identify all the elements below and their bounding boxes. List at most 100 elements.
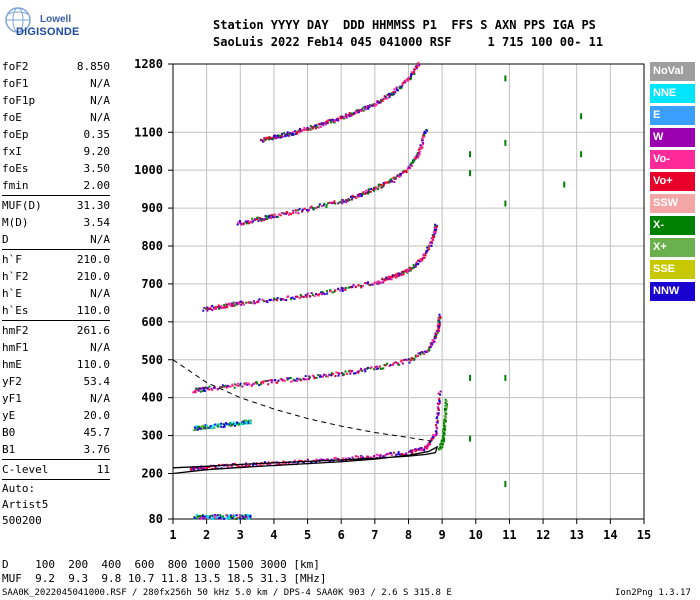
data-point [394,273,397,276]
data-point [307,377,310,380]
data-point [273,297,276,300]
data-point [379,454,382,457]
data-point [369,456,372,459]
data-point [344,289,347,292]
data-point [445,409,448,412]
data-point [227,302,230,305]
param-label: hmF2 [2,324,29,337]
data-point [246,220,249,223]
data-point [428,347,431,350]
data-point [193,426,196,429]
data-point [262,382,265,385]
param-value: 11 [96,463,110,476]
data-point [313,207,316,210]
data-point [442,434,445,437]
data-point [258,216,261,219]
data-point [442,436,445,439]
param-value: 53.4 [83,375,111,388]
data-point [205,426,208,429]
data-point [232,301,235,304]
data-point [314,206,317,209]
data-point [330,121,333,124]
data-point [405,169,408,172]
data-point [358,109,361,112]
data-point [281,135,284,138]
y-tick-label: 600 [141,315,163,329]
data-point [408,76,411,79]
data-point [206,307,209,310]
data-point [287,134,290,137]
data-point [303,207,306,210]
param-row: MUF(D) 31.30 [2,197,110,214]
data-point [207,426,210,429]
data-point [268,299,271,302]
data-point [326,458,329,461]
data-point [204,307,207,310]
data-point [374,188,377,191]
data-point [329,288,332,291]
param-value: N/A [90,111,110,124]
data-point [354,372,357,375]
param-label: foF1p [2,94,36,107]
data-point [366,281,369,284]
data-point [231,516,234,519]
data-point [337,459,340,462]
data-point [196,514,199,517]
data-point [191,466,194,469]
data-point [412,264,415,267]
data-point [317,373,320,376]
data-point [220,305,223,308]
data-point [350,370,353,373]
data-point [399,273,402,276]
data-point [269,379,272,382]
data-point [250,221,253,224]
param-label: h`Es [2,304,29,317]
param-value: 31.30 [76,199,110,212]
data-point [421,136,424,139]
data-point [399,85,402,88]
data-point [227,466,230,469]
data-point [267,138,270,141]
data-point [387,453,390,456]
data-point [433,233,436,236]
data-point [396,174,399,177]
data-point [245,422,248,425]
data-point [207,516,210,519]
param-row: foEp 0.35 [2,126,110,143]
data-point [203,467,206,470]
data-point [407,269,410,272]
data-point [248,383,251,386]
data-point [355,111,358,114]
data-point [420,145,423,148]
data-point [202,309,205,312]
data-point [443,439,446,442]
data-point [364,368,367,371]
data-point [264,379,267,382]
data-point [300,459,303,462]
data-point [435,417,438,420]
data-point [195,387,198,390]
data-point [206,386,209,389]
data-point [240,222,243,225]
param-label: fmin [2,179,29,192]
data-point [320,205,323,208]
data-point [407,166,410,169]
data-point [343,117,346,120]
param-separator [2,459,110,460]
data-point [343,200,346,203]
data-point [255,218,258,221]
data-point [367,188,370,191]
data-point [231,384,234,387]
param-row: foF1p N/A [2,92,110,109]
data-point [382,281,385,284]
data-point [303,128,306,131]
data-point [320,291,323,294]
data-point [410,164,413,167]
data-point [504,139,507,146]
data-point [277,379,280,382]
data-point [292,211,295,214]
param-row: B1 3.76 [2,441,110,458]
data-point [373,186,376,189]
data-point [325,123,328,126]
data-point [189,467,192,470]
